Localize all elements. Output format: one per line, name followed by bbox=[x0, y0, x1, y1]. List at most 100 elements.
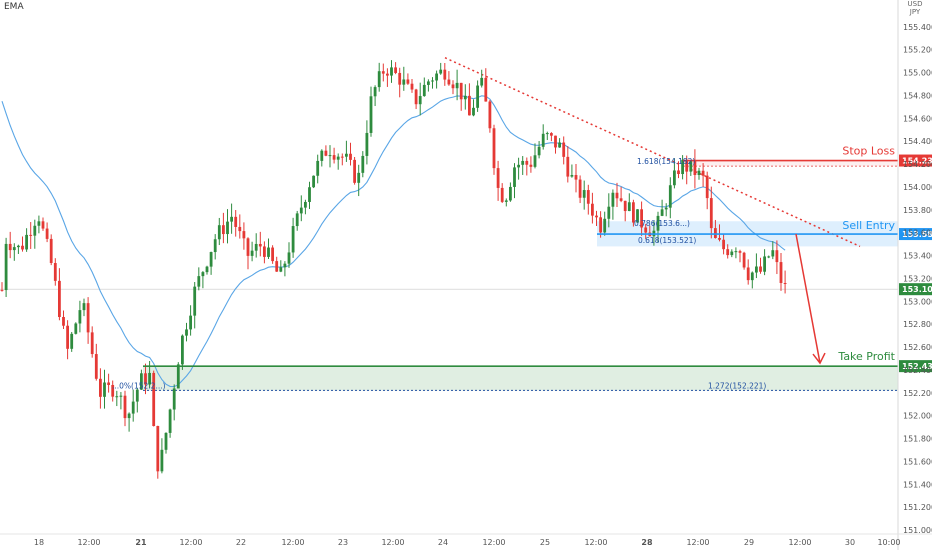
candle-body bbox=[398, 72, 402, 85]
candle bbox=[361, 151, 365, 178]
last-price-tag: 153.106 bbox=[899, 283, 932, 296]
candle bbox=[611, 189, 615, 220]
indicator-label: EMA bbox=[4, 2, 24, 12]
candle-body bbox=[70, 333, 74, 349]
x-tick-label: 12:00 bbox=[584, 538, 607, 547]
candle-body bbox=[595, 215, 598, 218]
stop-loss-label: Stop Loss bbox=[842, 145, 895, 158]
candle-body bbox=[238, 226, 242, 232]
y-tick-label: 151.000 bbox=[903, 526, 932, 535]
candle bbox=[767, 255, 771, 259]
candle-body bbox=[320, 150, 324, 161]
candle-body bbox=[496, 168, 500, 188]
candle-body bbox=[123, 395, 127, 419]
candle bbox=[775, 240, 779, 275]
ema-curve bbox=[1, 95, 786, 388]
candle bbox=[49, 234, 53, 266]
candle bbox=[422, 77, 426, 97]
candle-body bbox=[742, 252, 746, 268]
price-axis[interactable]: 155.400 155.200 155.000 154.800 154.600 154.4… bbox=[897, 0, 932, 550]
candle bbox=[410, 78, 414, 93]
candle bbox=[119, 392, 123, 410]
candle bbox=[755, 253, 758, 279]
candle bbox=[164, 432, 168, 454]
candle-body bbox=[176, 364, 180, 389]
candle-body bbox=[328, 155, 332, 157]
candle-body bbox=[258, 243, 262, 247]
candle-body bbox=[484, 77, 488, 102]
x-tick-label: 18 bbox=[34, 538, 44, 547]
candle bbox=[70, 331, 74, 352]
y-tick-label: 152.200 bbox=[903, 389, 932, 398]
candle-body bbox=[267, 247, 270, 257]
candle bbox=[496, 160, 500, 201]
candle-body bbox=[566, 156, 570, 177]
candle-body bbox=[119, 395, 123, 397]
candle bbox=[316, 154, 320, 184]
fib-annotation: ...0%(152.2...) bbox=[112, 381, 166, 390]
candle-body bbox=[160, 449, 164, 472]
candle-body bbox=[632, 202, 635, 223]
candle bbox=[431, 77, 434, 89]
candle bbox=[603, 211, 607, 236]
candle-body bbox=[562, 142, 566, 157]
candle-body bbox=[304, 201, 307, 208]
y-tick-label: 153.200 bbox=[903, 274, 932, 283]
candle-body bbox=[74, 323, 78, 334]
candle bbox=[459, 82, 463, 111]
candle-body bbox=[439, 69, 443, 74]
candle-body bbox=[673, 170, 676, 186]
candle bbox=[677, 161, 680, 179]
candle bbox=[701, 163, 705, 187]
candle bbox=[238, 214, 242, 239]
candle bbox=[709, 186, 713, 239]
candle bbox=[726, 244, 730, 259]
candle-body bbox=[402, 79, 406, 85]
candle-body bbox=[45, 228, 49, 239]
candle-body bbox=[254, 243, 258, 251]
time-axis[interactable]: 18 12:00 21 12:00 22 12:00 23 12:00 24 12:00 25 12:… bbox=[0, 533, 932, 547]
candle bbox=[390, 60, 393, 83]
candle bbox=[718, 224, 721, 242]
candle bbox=[246, 237, 250, 270]
candle-body bbox=[697, 170, 701, 176]
candle-body bbox=[459, 82, 463, 100]
x-tick-label: 29 bbox=[744, 538, 754, 547]
candle bbox=[525, 157, 529, 176]
candle-body bbox=[554, 135, 557, 148]
candle bbox=[213, 234, 217, 260]
candle-body bbox=[41, 221, 45, 229]
candle bbox=[599, 211, 602, 238]
candles bbox=[0, 60, 787, 479]
candle-body bbox=[472, 107, 475, 116]
candle-body bbox=[144, 373, 147, 385]
candle bbox=[312, 175, 315, 189]
candle-body bbox=[509, 186, 512, 201]
x-tick-label: 23 bbox=[338, 538, 348, 547]
candle bbox=[62, 310, 65, 329]
candle bbox=[472, 99, 475, 117]
y-tick-label: 155.200 bbox=[903, 46, 932, 55]
candle bbox=[558, 138, 561, 148]
candle-body bbox=[410, 83, 414, 90]
candle-body bbox=[0, 289, 4, 291]
candle-body bbox=[681, 159, 684, 175]
candle-body bbox=[525, 160, 529, 165]
candle bbox=[127, 412, 131, 432]
candle-body bbox=[308, 187, 311, 202]
candle-body bbox=[611, 192, 615, 207]
candle bbox=[33, 219, 37, 249]
candle-body bbox=[8, 243, 12, 251]
candle bbox=[369, 86, 373, 137]
candle bbox=[332, 147, 336, 164]
candle bbox=[418, 82, 422, 116]
candle bbox=[550, 132, 553, 142]
candle bbox=[500, 183, 504, 204]
candle-body bbox=[21, 245, 24, 250]
x-tick-label: 12:00 bbox=[686, 538, 709, 547]
candle-body bbox=[615, 192, 619, 199]
candle-body bbox=[332, 155, 336, 160]
candle bbox=[107, 373, 110, 393]
price-tag-text: 154.231 bbox=[902, 157, 932, 166]
